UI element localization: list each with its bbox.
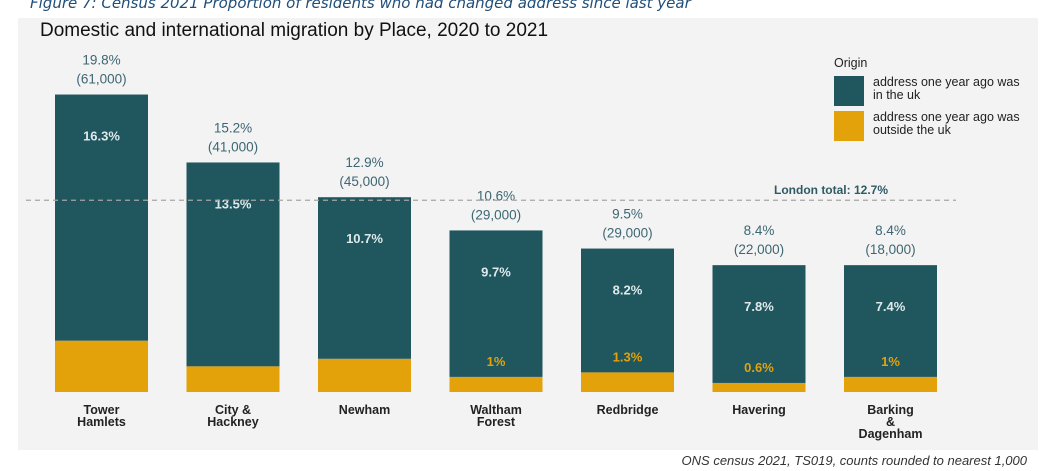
bar-domestic: [55, 94, 148, 341]
category-label: Hackney: [207, 415, 258, 429]
data-label-international: 1%: [881, 354, 900, 369]
total-label: 15.2%: [214, 120, 252, 135]
count-label: (29,000): [471, 207, 521, 222]
bar-domestic: [581, 248, 674, 373]
bar-domestic: [449, 230, 543, 377]
legend-swatch-domestic: [834, 76, 864, 106]
bar-international: [55, 340, 148, 392]
count-label: (22,000): [734, 242, 784, 257]
bar-international: [712, 382, 806, 392]
data-label-domestic: 7.8%: [744, 299, 774, 314]
legend-swatch-international: [834, 111, 864, 141]
data-label-international: 0.6%: [744, 360, 774, 375]
total-label: 9.5%: [612, 207, 643, 222]
total-label: 19.8%: [82, 53, 120, 68]
data-label-domestic: 7.4%: [876, 299, 906, 314]
data-label-international: 2.2%: [350, 364, 380, 379]
legend: Origin address one year ago was in the u…: [834, 56, 1034, 146]
data-label-domestic: 10.7%: [346, 231, 383, 246]
figure-caption: Figure 7: Census 2021 Proportion of resi…: [30, 0, 691, 12]
legend-item-international: address one year ago was outside the uk: [834, 111, 1034, 141]
data-label-international: 1%: [487, 354, 506, 369]
bar-domestic: [712, 265, 806, 383]
data-label-domestic: 13.5%: [215, 196, 252, 211]
category-label: Redbridge: [597, 403, 659, 417]
legend-label-domestic: address one year ago was in the uk: [873, 75, 1020, 102]
count-label: (41,000): [208, 139, 258, 154]
total-label: 12.9%: [345, 155, 383, 170]
legend-item-domestic: address one year ago was in the uk: [834, 76, 1034, 106]
data-label-international: 1.3%: [613, 349, 643, 364]
source-note: ONS census 2021, TS019, counts rounded t…: [681, 453, 1027, 468]
data-label-international: 3.4%: [87, 346, 117, 361]
total-label: 10.6%: [477, 188, 515, 203]
legend-label-international: address one year ago was outside the uk: [873, 110, 1020, 137]
total-label: 8.4%: [744, 223, 775, 238]
legend-title: Origin: [834, 56, 868, 70]
chart-title: Domestic and international migration by …: [40, 20, 549, 41]
bar-domestic: [186, 162, 280, 367]
bar-international: [844, 376, 937, 392]
data-label-domestic: 9.7%: [481, 264, 511, 279]
bar-international: [581, 372, 674, 392]
count-label: (61,000): [76, 72, 126, 87]
category-label: Havering: [732, 403, 786, 417]
london-total-label: London total: 12.7%: [774, 183, 888, 197]
count-label: (29,000): [602, 226, 652, 241]
category-label: Newham: [339, 403, 390, 417]
category-label: City &: [215, 403, 251, 417]
data-label-international: 1.7%: [218, 371, 248, 386]
bar-domestic: [318, 197, 411, 359]
total-label: 8.4%: [875, 223, 906, 238]
bar-domestic: [844, 265, 937, 377]
category-label: Dagenham: [859, 427, 923, 441]
count-label: (18,000): [865, 242, 915, 257]
category-label: Waltham: [470, 403, 522, 417]
category-label: &: [886, 415, 895, 429]
bar-international: [318, 358, 411, 392]
category-label: Tower: [84, 403, 120, 417]
category-label: Forest: [477, 415, 516, 429]
count-label: (45,000): [339, 174, 389, 189]
bar-international: [186, 366, 280, 392]
category-label: Barking: [867, 403, 914, 417]
bar-international: [449, 376, 543, 392]
data-label-domestic: 16.3%: [83, 129, 120, 144]
data-label-domestic: 8.2%: [613, 283, 643, 298]
category-label: Hamlets: [77, 415, 126, 429]
